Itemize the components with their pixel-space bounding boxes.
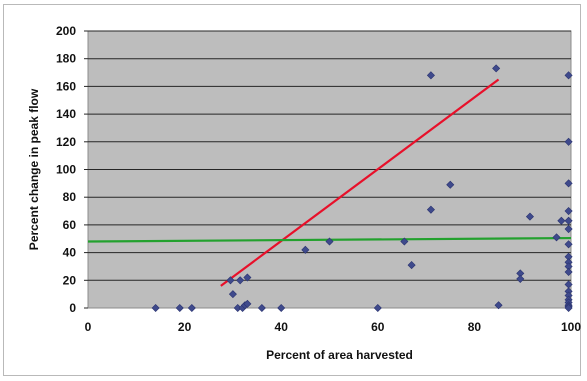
data-point <box>243 299 252 308</box>
data-point <box>525 212 534 221</box>
x-axis-title: Percent of area harvested <box>266 348 413 362</box>
data-point <box>564 137 573 146</box>
data-point <box>301 245 310 254</box>
data-point <box>426 205 435 214</box>
data-point <box>492 64 501 73</box>
y-tick-label: 180 <box>56 52 76 66</box>
x-tick-label: 40 <box>275 320 289 334</box>
x-tick-label: 20 <box>178 320 192 334</box>
data-point <box>557 216 566 225</box>
data-point <box>516 274 525 283</box>
y-tick-label: 100 <box>56 163 76 177</box>
data-point <box>552 233 561 242</box>
data-point <box>175 303 184 313</box>
trend-line-red <box>220 78 500 287</box>
data-point <box>564 207 573 216</box>
data-point <box>400 237 409 246</box>
y-tick-label: 140 <box>56 107 76 121</box>
data-point <box>151 303 160 313</box>
data-point <box>446 180 455 189</box>
data-point <box>325 237 334 246</box>
y-tick-label: 20 <box>63 273 77 287</box>
data-point <box>564 216 573 225</box>
y-tick-label: 120 <box>56 135 76 149</box>
y-axis-title: Percent change in peak flow <box>27 88 41 250</box>
y-tick-label: 60 <box>63 218 77 232</box>
data-point <box>564 225 573 234</box>
data-point <box>373 303 382 313</box>
y-tick-label: 200 <box>56 24 76 38</box>
data-point <box>564 71 573 80</box>
data-point <box>228 290 237 299</box>
data-point <box>407 261 416 270</box>
data-point <box>564 267 573 277</box>
x-tick-label: 80 <box>468 320 482 334</box>
y-tick-label: 0 <box>69 301 76 315</box>
data-point <box>257 303 266 313</box>
y-tick-label: 160 <box>56 79 76 93</box>
x-tick-label: 0 <box>85 320 92 334</box>
data-point <box>564 179 573 188</box>
data-point <box>187 303 196 313</box>
data-point <box>236 276 245 285</box>
y-tick-label: 80 <box>63 190 77 204</box>
data-point <box>277 303 286 313</box>
y-tick-label: 40 <box>63 246 77 260</box>
data-point <box>226 276 235 285</box>
data-point <box>426 71 435 80</box>
data-point <box>243 273 252 282</box>
x-tick-label: 60 <box>371 320 385 334</box>
data-point <box>494 301 503 310</box>
x-tick-label: 100 <box>561 320 581 334</box>
data-point <box>564 240 573 249</box>
data-point <box>564 303 573 313</box>
